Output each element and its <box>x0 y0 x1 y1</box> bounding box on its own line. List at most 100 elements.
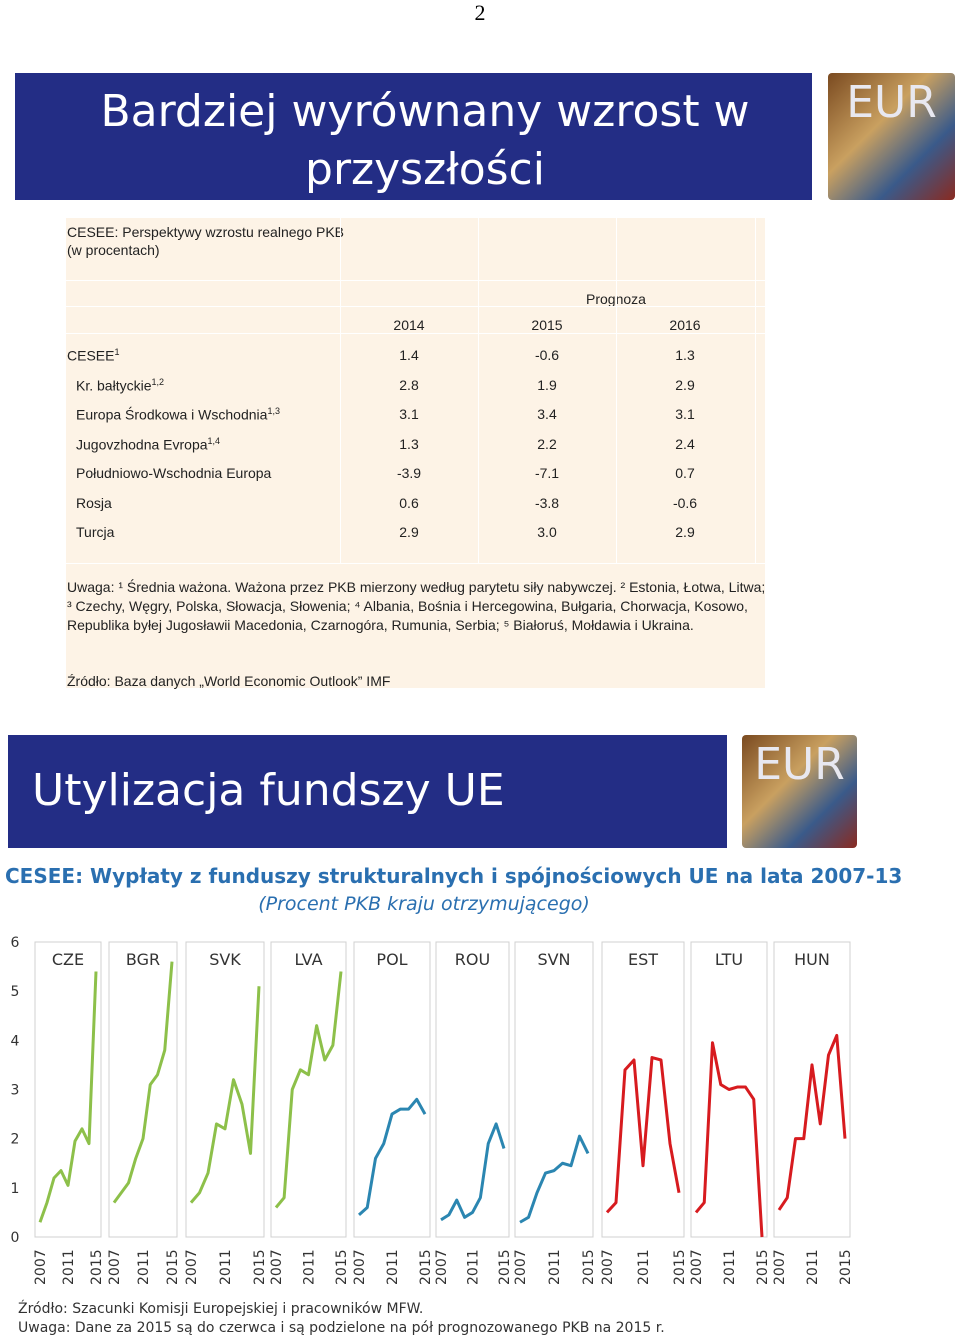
chart-title: CESEE: Wypłaty z funduszy strukturalnych… <box>5 864 902 888</box>
x-tick-label: 2015 <box>252 1249 268 1285</box>
slide-title: Bardziej wyrównany wzrost w przyszłości <box>100 86 750 195</box>
year-header: 2014 <box>393 317 425 333</box>
x-tick-label: 2007 <box>352 1249 368 1285</box>
series-line <box>777 1033 847 1211</box>
panel-label: HUN <box>794 950 830 969</box>
panel-label: EST <box>628 950 658 969</box>
x-tick-label: 2007 <box>434 1249 450 1285</box>
panel-label: CZE <box>52 950 84 969</box>
panel-label: LVA <box>294 950 322 969</box>
x-tick-label: 2015 <box>497 1249 513 1285</box>
panel-frame <box>773 941 851 1238</box>
table-rule <box>66 280 765 281</box>
panel-frame <box>690 941 768 1238</box>
row-label: CESEE1 <box>67 347 119 364</box>
table-note: Uwaga: ¹ Średnia ważona. Ważona przez PK… <box>67 579 766 633</box>
footnote-ref: 1,3 <box>267 406 280 416</box>
x-tick-label: 2015 <box>89 1249 105 1285</box>
panel-label: SVN <box>537 950 570 969</box>
row-label-text: Rosja <box>76 494 112 511</box>
footnote-ref: 1,4 <box>207 435 221 446</box>
x-tick-label: 2011 <box>805 1249 821 1285</box>
panel-frame <box>353 941 431 1238</box>
panel-frame <box>435 941 510 1238</box>
series-line <box>189 986 261 1204</box>
series-line <box>112 961 174 1204</box>
series-line <box>274 971 343 1209</box>
row-label-text: Europa Środkowa i Wschodnia <box>76 406 268 423</box>
row-label: Europa Środkowa i Wschodnia1,3 <box>76 406 280 423</box>
x-tick-label: 2015 <box>334 1249 350 1285</box>
x-tick-label: 2011 <box>136 1249 152 1285</box>
row-label-text: Kr. bałtyckie <box>76 377 152 394</box>
y-tick-label: 4 <box>11 1033 20 1049</box>
slide-header: Bardziej wyrównany wzrost w przyszłości <box>15 73 812 200</box>
x-tick-label: 2011 <box>385 1249 401 1285</box>
x-tick-label: 2007 <box>513 1249 529 1285</box>
footnote: Źródło: Szacunki Komisji Europejskiej i … <box>18 1299 423 1317</box>
row-label: Jugovzhodna Evropa1,4 <box>76 436 220 453</box>
y-tick-label: 3 <box>11 1083 20 1099</box>
panel-label: ROU <box>455 950 490 969</box>
x-tick-label: 2007 <box>772 1249 788 1285</box>
table-cell: 3.1 <box>399 406 419 422</box>
table-cell: 1.4 <box>399 347 419 363</box>
x-tick-label: 2011 <box>636 1249 652 1285</box>
logo: EUR <box>742 735 857 848</box>
logo: EUR <box>828 73 955 200</box>
x-tick-label: 2011 <box>61 1249 77 1285</box>
row-label: Kr. bałtyckie1,2 <box>76 377 164 394</box>
table-cell: -7.1 <box>534 465 560 481</box>
panel-frame <box>514 941 594 1238</box>
panel-label: BGR <box>126 950 160 969</box>
x-tick-label: 2015 <box>838 1249 854 1285</box>
y-tick-label: 2 <box>11 1132 20 1148</box>
panel-frame <box>270 941 347 1238</box>
chart: CESEE: Wypłaty z funduszy strukturalnych… <box>5 864 902 1336</box>
x-tick-label: 2011 <box>218 1249 234 1285</box>
slide-header: Utylizacja fundszy UE <box>8 735 727 848</box>
table-rule <box>755 218 756 563</box>
x-tick-label: 2007 <box>184 1249 200 1285</box>
y-tick-label: 6 <box>11 935 20 951</box>
table-cell: -3.8 <box>534 494 560 511</box>
y-tick-label: 1 <box>11 1181 20 1197</box>
panel-frame <box>108 941 178 1238</box>
footnote: Uwaga: Dane za 2015 są do czerwca i są p… <box>18 1320 665 1336</box>
x-tick-label: 2015 <box>672 1249 688 1285</box>
row-label-text: Jugovzhodna Evropa <box>76 436 208 453</box>
table-cell: 1.3 <box>675 347 695 363</box>
slide-title: Utylizacja fundszy UE <box>32 765 505 816</box>
row-label-text: Turcja <box>76 524 115 540</box>
panel-frame <box>34 941 102 1238</box>
table-cell: 1.9 <box>537 376 557 393</box>
chart-subtitle: (Procent PKB kraju otrzymującego) <box>258 893 590 915</box>
panel-label: POL <box>376 950 407 969</box>
table-cell: 2.9 <box>399 524 419 540</box>
x-tick-label: 2011 <box>547 1249 563 1285</box>
series-line <box>605 1056 681 1214</box>
table-cell: 2.9 <box>675 376 695 393</box>
x-tick-label: 2015 <box>418 1249 434 1285</box>
table-cell: 0.6 <box>399 494 419 511</box>
row-label: Turcja <box>76 524 114 540</box>
x-tick-label: 2015 <box>165 1249 181 1285</box>
x-tick-label: 2015 <box>755 1249 771 1285</box>
x-tick-label: 2015 <box>581 1249 597 1285</box>
table: CESEE: Perspektywy wzrostu realnego PKB … <box>66 218 766 689</box>
row-label: Rosja <box>76 495 112 511</box>
table-cell: 2.2 <box>537 435 557 452</box>
series-line <box>358 1097 427 1216</box>
page-number: 2 <box>474 0 486 25</box>
table-cell: 2.9 <box>675 524 695 540</box>
panel-label: LTU <box>715 950 743 969</box>
row-label: Południowo-Wschodnia Europa <box>76 465 271 481</box>
table-caption: (w procentach) <box>67 242 160 258</box>
x-tick-label: 2011 <box>302 1249 318 1285</box>
table-rule <box>616 218 617 563</box>
table-cell: 3.1 <box>675 406 695 422</box>
table-source: Źródło: Baza danych „World Economic Outl… <box>67 673 391 689</box>
x-tick-label: 2007 <box>33 1249 49 1285</box>
table-rule <box>340 218 341 563</box>
year-header: 2015 <box>531 317 563 333</box>
